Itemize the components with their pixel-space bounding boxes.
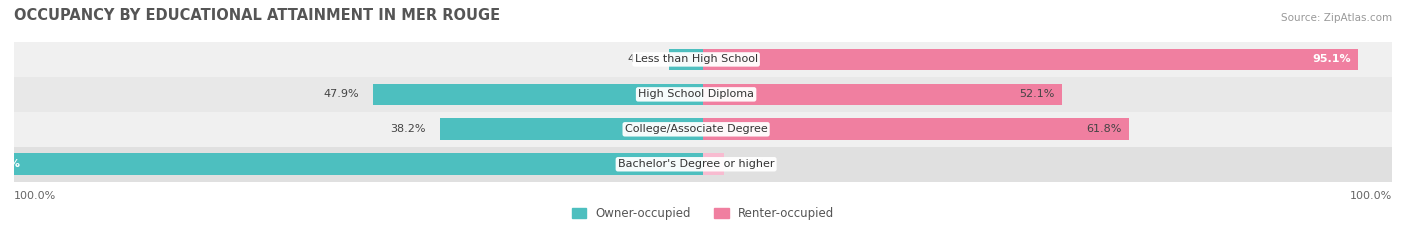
Text: 95.1%: 95.1% [1313, 55, 1351, 64]
Text: 61.8%: 61.8% [1087, 124, 1122, 134]
Bar [373, 84, 703, 105]
Bar [14, 147, 703, 182]
Text: High School Diploma: High School Diploma [638, 89, 754, 99]
Bar [14, 154, 703, 175]
Text: 38.2%: 38.2% [391, 124, 426, 134]
Bar [703, 118, 1129, 140]
Bar [14, 77, 703, 112]
Bar [703, 42, 1392, 77]
Text: 100.0%: 100.0% [0, 159, 21, 169]
Text: 4.9%: 4.9% [627, 55, 655, 64]
Bar [14, 42, 703, 77]
Bar [703, 49, 1358, 70]
Bar [14, 112, 703, 147]
Bar [703, 77, 1392, 112]
Text: College/Associate Degree: College/Associate Degree [624, 124, 768, 134]
Bar [703, 84, 1062, 105]
Text: 52.1%: 52.1% [1019, 89, 1054, 99]
Text: Less than High School: Less than High School [634, 55, 758, 64]
Text: OCCUPANCY BY EDUCATIONAL ATTAINMENT IN MER ROUGE: OCCUPANCY BY EDUCATIONAL ATTAINMENT IN M… [14, 8, 501, 23]
Bar [703, 147, 1392, 182]
Bar [703, 112, 1392, 147]
Text: 47.9%: 47.9% [323, 89, 359, 99]
Text: 100.0%: 100.0% [14, 191, 56, 201]
Text: Bachelor's Degree or higher: Bachelor's Degree or higher [617, 159, 775, 169]
Text: 100.0%: 100.0% [1350, 191, 1392, 201]
Text: 0.0%: 0.0% [738, 159, 766, 169]
Bar [440, 118, 703, 140]
Bar [669, 49, 703, 70]
Legend: Owner-occupied, Renter-occupied: Owner-occupied, Renter-occupied [567, 202, 839, 225]
Bar [703, 154, 724, 175]
Text: Source: ZipAtlas.com: Source: ZipAtlas.com [1281, 13, 1392, 23]
